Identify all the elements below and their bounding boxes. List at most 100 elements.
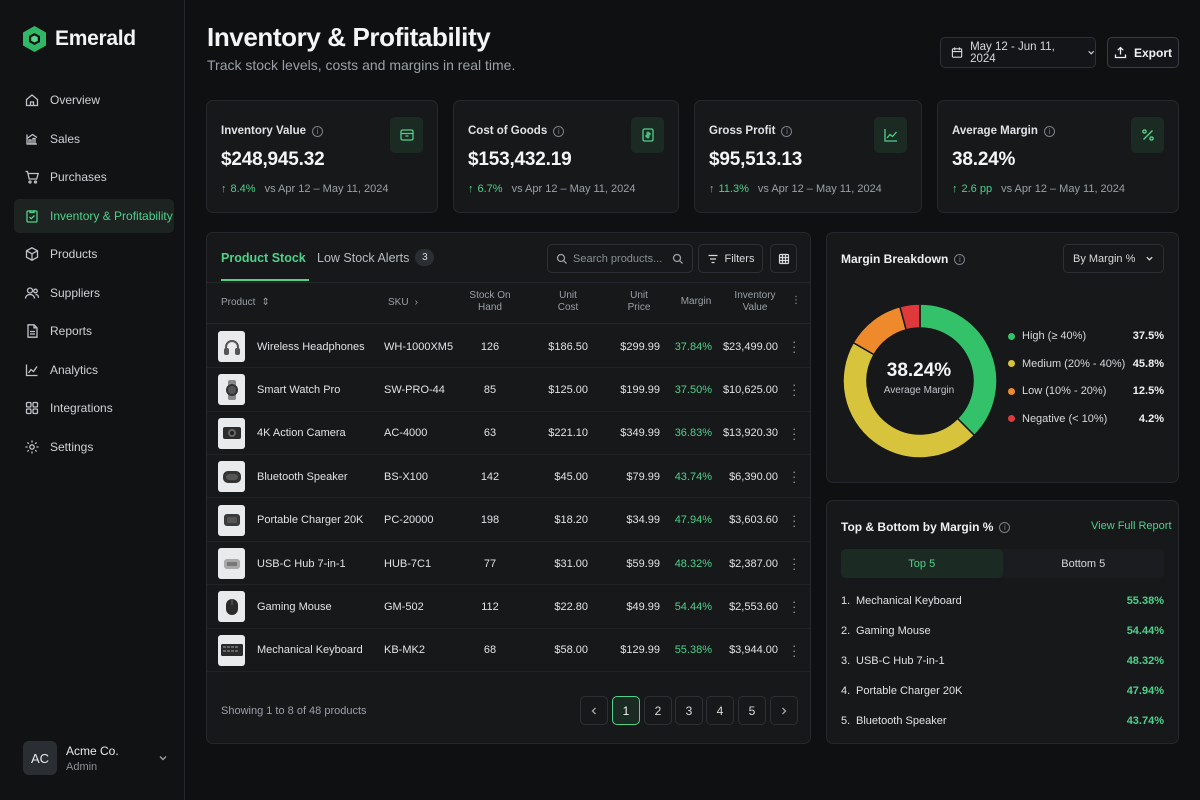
pagination-page-4[interactable]: 4 <box>706 696 734 725</box>
view-full-report-link[interactable]: View Full Report <box>1091 520 1172 532</box>
rank-number: 4. <box>841 685 851 697</box>
product-name[interactable]: 4K Action Camera <box>257 427 346 440</box>
more-vertical-icon[interactable]: · · · <box>792 334 797 359</box>
info-icon[interactable]: i <box>954 253 966 265</box>
columns-button[interactable] <box>770 244 797 273</box>
column-header-unit-price[interactable]: Unit Price <box>627 290 651 313</box>
top-bottom-toggle: Top 5 Bottom 5 <box>841 549 1164 578</box>
table-row[interactable]: Portable Charger 20K PC-20000 198 $18.20 $34… <box>207 499 810 542</box>
sort-icon: ⇕ <box>261 297 270 308</box>
tab-low-stock-alerts[interactable]: Low Stock Alerts 3 <box>317 249 435 266</box>
user-menu[interactable]: AC Acme Co. Admin <box>23 738 168 778</box>
pagination-next-button[interactable] <box>770 696 798 725</box>
product-name[interactable]: USB-C Hub 7-in-1 <box>257 557 346 570</box>
kpi-label: Cost of Goods i <box>468 125 565 137</box>
info-icon[interactable]: i <box>553 125 565 137</box>
product-name[interactable]: Gaming Mouse <box>257 600 332 613</box>
table-row[interactable]: Mechanical Keyboard KB-MK2 68 $58.00 $129.99… <box>207 629 810 673</box>
table-row[interactable]: 4K Action Camera AC-4000 63 $221.10 $349.99 3… <box>207 412 810 456</box>
pagination-prev-button[interactable] <box>580 696 608 725</box>
legend-dot <box>1008 415 1015 422</box>
info-icon[interactable]: i <box>312 125 324 137</box>
chevron-down-icon[interactable] <box>158 753 168 763</box>
column-header-sku[interactable]: SKU › <box>388 297 418 308</box>
column-header-product[interactable]: Product ⇕ <box>221 297 270 308</box>
more-vertical-icon[interactable]: · · · <box>792 377 797 403</box>
search-input[interactable]: Search products... <box>547 244 693 273</box>
more-vertical-icon[interactable]: · · · <box>792 507 797 533</box>
kpi-label: Average Margin i <box>952 125 1055 137</box>
sidebar-item-settings[interactable]: Settings <box>14 430 174 464</box>
export-button[interactable]: Export <box>1107 37 1179 68</box>
app-logo[interactable]: Emerald <box>22 25 136 53</box>
product-name[interactable]: Bluetooth Speaker <box>257 470 348 483</box>
sidebar-item-analytics[interactable]: Analytics <box>14 353 174 387</box>
kpi-label: Gross Profit i <box>709 125 793 137</box>
table-row[interactable]: USB-C Hub 7-in-1 HUB-7C1 77 $31.00 $59.99 48.… <box>207 542 810 586</box>
list-item[interactable]: 2. Gaming Mouse 54.44% <box>841 625 1164 637</box>
column-header-unit-cost[interactable]: Unit Cost <box>557 290 579 313</box>
pagination-page-5[interactable]: 5 <box>738 696 766 725</box>
tab-product-stock[interactable]: Product Stock <box>221 251 306 265</box>
user-name: Acme Co. <box>66 743 119 758</box>
sidebar-item-inventory[interactable]: Inventory & Profitability <box>14 198 174 233</box>
more-vertical-icon[interactable]: · · · <box>792 594 797 620</box>
sidebar-item-reports[interactable]: Reports <box>14 314 174 348</box>
more-vertical-icon[interactable]: · · · <box>792 464 797 490</box>
tab-bottom-5[interactable]: Bottom 5 <box>1061 557 1106 570</box>
more-vertical-icon[interactable]: · · · <box>792 420 797 446</box>
list-item[interactable]: 1. Mechanical Keyboard 55.38% <box>841 595 1164 607</box>
donut-segment[interactable] <box>842 341 976 459</box>
column-header-inventory-value[interactable]: Inventory Value <box>734 290 776 313</box>
sidebar-item-products[interactable]: Products <box>14 237 174 271</box>
sidebar-item-suppliers[interactable]: Suppliers <box>14 276 174 310</box>
sku: BS-X100 <box>384 470 429 483</box>
donut-segment[interactable] <box>898 303 921 331</box>
date-range-picker[interactable]: May 12 - Jun 11, 2024 <box>940 37 1096 68</box>
list-item[interactable]: 3. USB-C Hub 7-in-1 48.32% <box>841 655 1164 667</box>
product-name[interactable]: Mechanical Keyboard <box>257 644 363 657</box>
speaker-image <box>218 461 245 493</box>
sidebar-item-integrations[interactable]: Integrations <box>14 391 174 425</box>
table-row[interactable]: Gaming Mouse GM-502 112 $22.80 $49.99 54.44% $… <box>207 585 810 629</box>
info-icon[interactable]: i <box>781 125 793 137</box>
sidebar-item-label: Sales <box>50 131 81 146</box>
more-vertical-icon[interactable]: · · · <box>792 551 797 576</box>
pagination-page-2[interactable]: 2 <box>644 696 672 725</box>
rank-number: 5. <box>841 715 851 727</box>
column-header-margin[interactable]: Margin <box>680 296 712 307</box>
table-row[interactable]: Wireless Headphones WH-1000XM5 126 $186.50 $… <box>207 325 810 369</box>
kpi-value: $95,513.13 <box>709 149 803 170</box>
pagination-page-3[interactable]: 3 <box>675 696 703 725</box>
sidebar-item-sales[interactable]: Sales <box>14 122 174 156</box>
list-item[interactable]: 5. Bluetooth Speaker 43.74% <box>841 715 1164 727</box>
product-name[interactable]: Smart Watch Pro <box>257 383 341 396</box>
info-icon[interactable]: i <box>999 521 1011 533</box>
donut-segment[interactable] <box>852 305 908 356</box>
info-icon[interactable]: i <box>1043 125 1055 137</box>
rank-value: 48.32% <box>1126 655 1164 667</box>
filters-button[interactable]: Filters <box>698 244 763 273</box>
legend-item: High (≥ 40%) 37.5% <box>1008 330 1164 342</box>
pagination-page-1[interactable]: 1 <box>612 696 640 725</box>
sidebar-item-label: Overview <box>50 93 101 107</box>
column-header-stock[interactable]: Stock On Hand <box>469 290 511 313</box>
table-row[interactable]: Smart Watch Pro SW-PRO-44 85 $125.00 $199.99… <box>207 368 810 412</box>
columns-icon <box>778 253 789 264</box>
receipt-icon <box>631 117 664 153</box>
table-row[interactable]: Bluetooth Speaker BS-X100 142 $45.00 $79.99 4… <box>207 455 810 499</box>
list-item[interactable]: 4. Portable Charger 20K 47.94% <box>841 685 1164 697</box>
unit-cost: $125.00 <box>548 383 588 396</box>
avatar: AC <box>23 741 57 775</box>
product-name[interactable]: Portable Charger 20K <box>257 514 364 527</box>
tab-top-5[interactable]: Top 5 <box>841 549 1003 578</box>
sidebar-item-overview[interactable]: Overview <box>14 83 174 117</box>
product-name[interactable]: Wireless Headphones <box>257 340 365 353</box>
more-vertical-icon[interactable]: ⋮ <box>791 295 801 306</box>
breakdown-select[interactable]: By Margin % <box>1063 244 1164 273</box>
more-vertical-icon[interactable]: · · · <box>792 637 797 663</box>
margin-donut-chart <box>842 303 998 459</box>
legend-dot <box>1008 360 1015 367</box>
search-placeholder: Search products... <box>573 252 663 265</box>
sidebar-item-purchases[interactable]: Purchases <box>14 160 174 194</box>
